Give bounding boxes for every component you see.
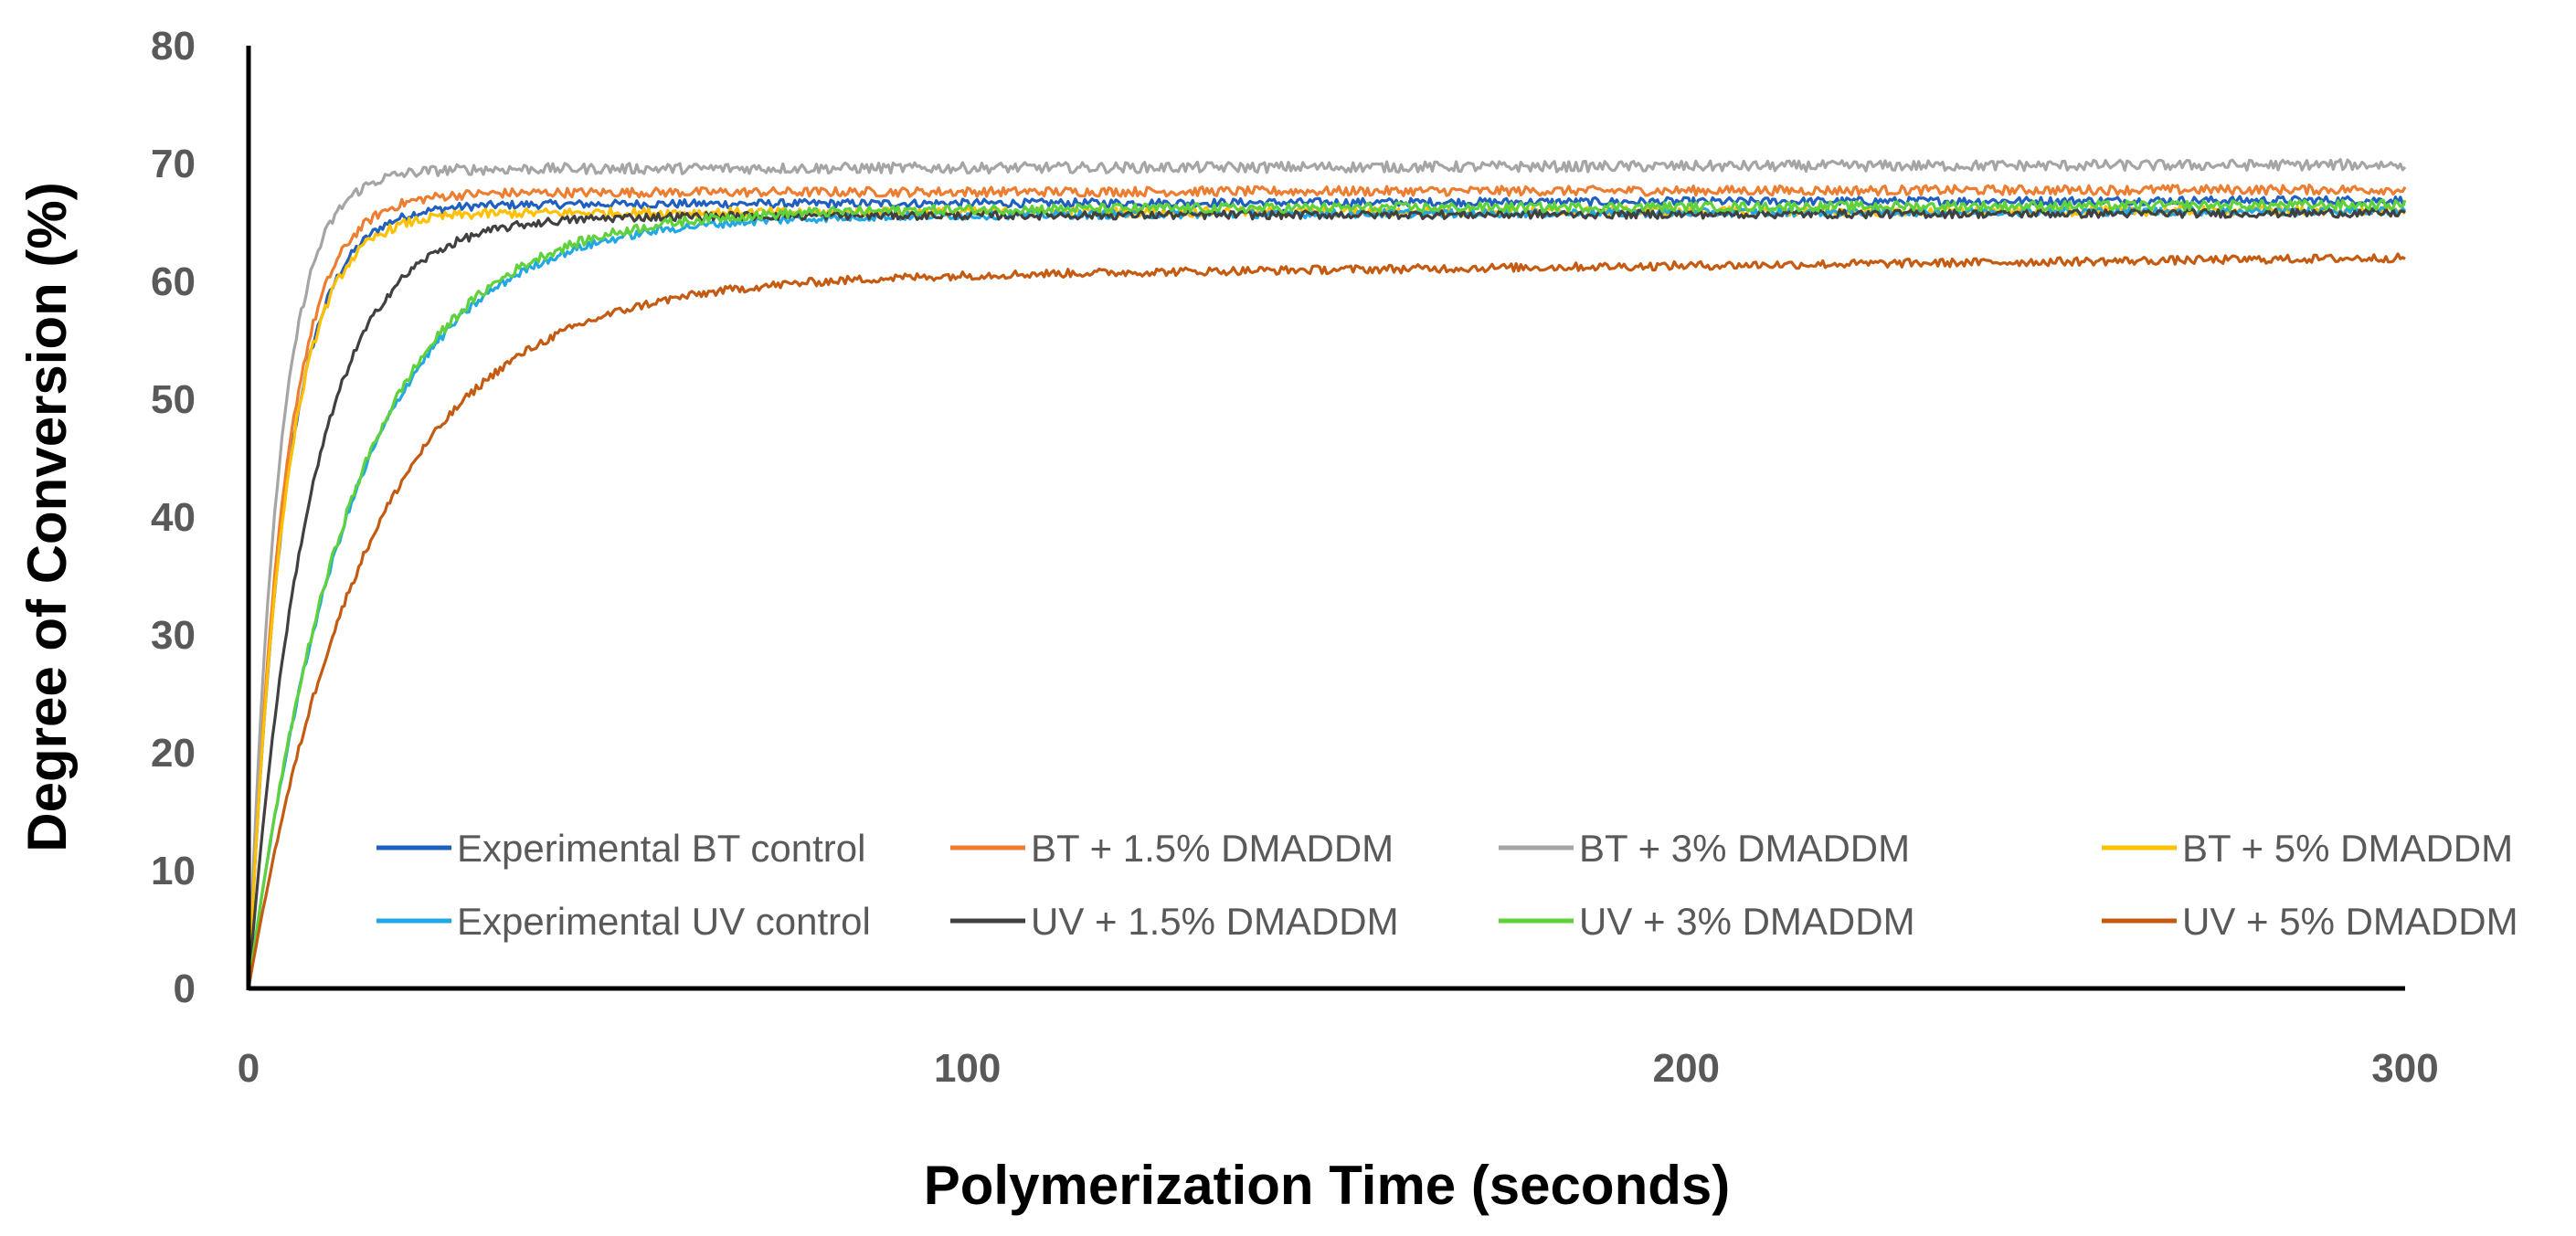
y-tick-label-30: 30	[151, 613, 196, 658]
legend-label-2: BT + 1.5% DMADDM	[1031, 827, 1394, 870]
y-tick-label-50: 50	[151, 377, 196, 422]
legend-label-4: BT + 5% DMADDM	[2182, 827, 2513, 870]
y-tick-label-20: 20	[151, 731, 196, 776]
y-axis-title: Degree of Conversion (%)	[16, 182, 78, 851]
series-line-1	[247, 195, 2406, 989]
x-tick-label-300: 300	[2371, 1046, 2438, 1091]
series-line-2	[247, 183, 2407, 989]
legend-label-7: UV + 3% DMADDM	[1579, 900, 1915, 943]
x-axis-title: Polymerization Time (seconds)	[924, 1155, 1730, 1216]
legend: Experimental BT control BT + 1.5% DMADDM B…	[376, 827, 2518, 943]
y-tick-label-60: 60	[151, 259, 196, 304]
series-line-8	[247, 252, 2406, 989]
legend-label-8: UV + 5% DMADDM	[2182, 900, 2518, 943]
series-line-6	[247, 207, 2406, 989]
legend-label-6: UV + 1.5% DMADDM	[1031, 900, 1399, 943]
legend-label-3: BT + 3% DMADDM	[1579, 827, 1910, 870]
series-line-4	[247, 204, 2406, 989]
y-tick-label-80: 80	[151, 24, 196, 69]
legend-label-1: Experimental BT control	[457, 827, 865, 870]
x-tick-label-0: 0	[238, 1046, 260, 1091]
series-line-5	[247, 205, 2407, 989]
x-tick-labels: 0 100 200 300	[238, 1046, 2439, 1091]
series-layer	[247, 158, 2407, 989]
y-tick-labels: 0 10 20 30 40 50 60 70 80	[151, 24, 196, 1011]
y-tick-label-10: 10	[151, 849, 196, 893]
x-tick-label-200: 200	[1653, 1046, 1720, 1091]
series-line-3	[247, 158, 2407, 989]
series-line-7	[247, 198, 2407, 989]
y-tick-label-70: 70	[151, 142, 196, 186]
y-tick-label-0: 0	[174, 967, 196, 1011]
legend-label-5: Experimental UV control	[457, 900, 871, 943]
y-tick-label-40: 40	[151, 495, 196, 540]
x-tick-label-100: 100	[934, 1046, 1001, 1091]
